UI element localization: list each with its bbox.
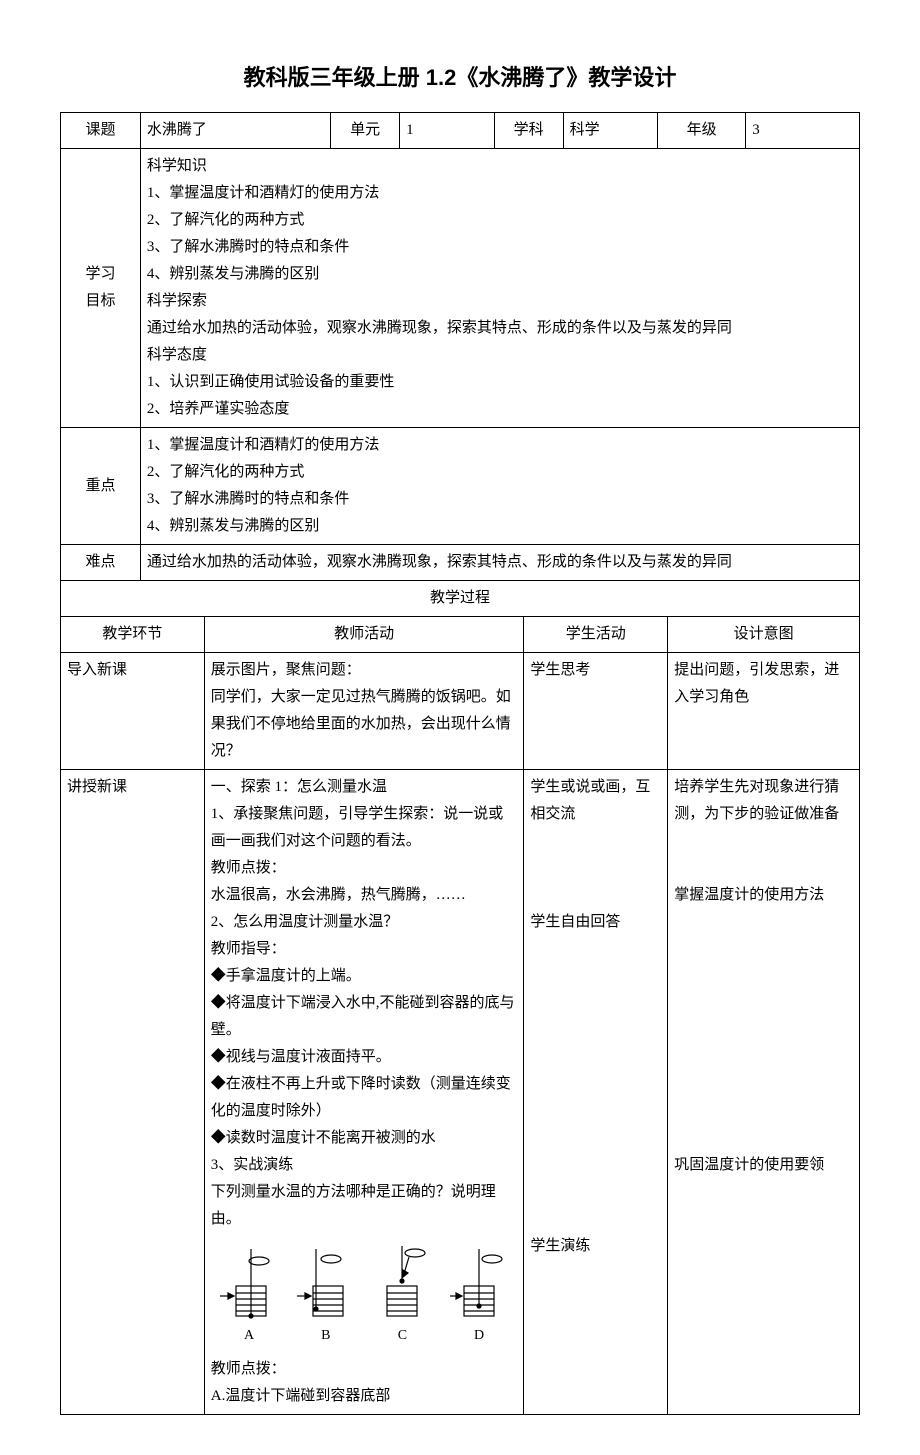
page-title: 教科版三年级上册 1.2《水沸腾了》教学设计 bbox=[60, 60, 860, 92]
teach-teacher-part1: 一、探索 1：怎么测量水温 1、承接聚焦问题，引导学生探索：说一说或画一画我们对… bbox=[211, 774, 518, 1233]
diagram-d-label: D bbox=[474, 1323, 484, 1348]
process-header: 教学过程 bbox=[61, 581, 860, 617]
intro-step: 导入新课 bbox=[61, 653, 205, 770]
diagram-b: B bbox=[291, 1241, 361, 1348]
diagram-d: D bbox=[444, 1241, 514, 1348]
difficulty-label: 难点 bbox=[61, 545, 141, 581]
objectives-label: 学习 目标 bbox=[61, 149, 141, 428]
thermometer-diagrams: A bbox=[211, 1241, 518, 1348]
intro-student: 学生思考 bbox=[524, 653, 668, 770]
col-step: 教学环节 bbox=[61, 617, 205, 653]
intro-teacher: 展示图片，聚焦问题： 同学们，大家一定见过热气腾腾的饭锅吧。如果我们不停地给里面… bbox=[204, 653, 524, 770]
subject-label: 学科 bbox=[494, 113, 563, 148]
difficulty-text: 通过给水加热的活动体验，观察水沸腾现象，探索其特点、形成的条件以及与蒸发的异同 bbox=[140, 545, 859, 581]
teach-teacher-cell: 一、探索 1：怎么测量水温 1、承接聚焦问题，引导学生探索：说一说或画一画我们对… bbox=[204, 770, 524, 1415]
diagram-c: C bbox=[367, 1241, 437, 1348]
subject-value: 科学 bbox=[563, 113, 658, 148]
keypoint-text: 1、掌握温度计和酒精灯的使用方法 2、了解汽化的两种方式 3、了解水沸腾时的特点… bbox=[140, 428, 859, 545]
topic-value: 水沸腾了 bbox=[141, 113, 331, 148]
diagram-a: A bbox=[214, 1241, 284, 1348]
col-intent: 设计意图 bbox=[668, 617, 860, 653]
teach-student: 学生或说或画，互相交流 学生自由回答 学生演练 bbox=[524, 770, 668, 1415]
grade-value: 3 bbox=[746, 113, 859, 148]
grade-label: 年级 bbox=[658, 113, 746, 148]
topic-label: 课题 bbox=[61, 113, 141, 149]
intro-intent: 提出问题，引发思索，进入学习角色 bbox=[668, 653, 860, 770]
diagram-b-label: B bbox=[321, 1323, 330, 1348]
diagram-c-label: C bbox=[398, 1323, 407, 1348]
col-teacher: 教师活动 bbox=[204, 617, 524, 653]
objectives-text: 科学知识 1、掌握温度计和酒精灯的使用方法 2、了解汽化的两种方式 3、了解水沸… bbox=[140, 149, 859, 428]
teach-intent: 培养学生先对现象进行猜测，为下步的验证做准备 掌握温度计的使用方法 巩固温度计的… bbox=[668, 770, 860, 1415]
lesson-plan-table: 课题 水沸腾了 单元 1 学科 科学 年级 3 学习 目标 科学知识 1、掌握温… bbox=[60, 112, 860, 1415]
teach-teacher-part2: 教师点拨： A.温度计下端碰到容器底部 bbox=[211, 1356, 518, 1410]
unit-label: 单元 bbox=[331, 113, 400, 148]
keypoint-label: 重点 bbox=[61, 428, 141, 545]
col-student: 学生活动 bbox=[524, 617, 668, 653]
teach-step: 讲授新课 bbox=[61, 770, 205, 1415]
unit-value: 1 bbox=[400, 113, 495, 148]
diagram-a-label: A bbox=[244, 1323, 254, 1348]
